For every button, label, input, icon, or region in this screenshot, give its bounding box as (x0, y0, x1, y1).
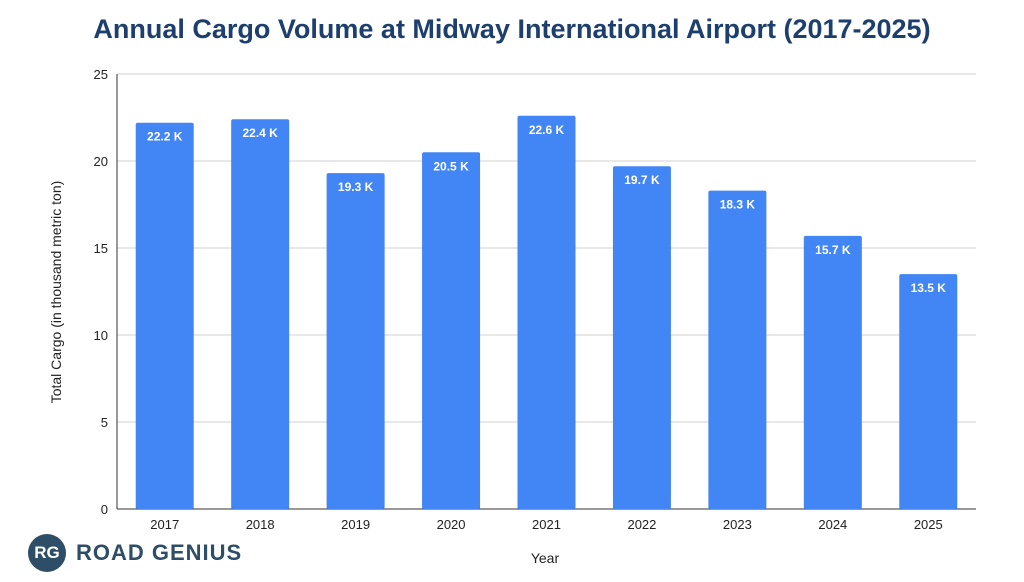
x-tick-label: 2019 (341, 517, 370, 532)
bar-2023 (708, 190, 767, 509)
y-axis-label: Total Cargo (in thousand metric ton) (48, 181, 64, 404)
data-label-2021: 22.6 K (529, 123, 565, 137)
road-genius-logo: RG ROAD GENIUS (28, 534, 258, 574)
bar-2024 (803, 235, 862, 509)
data-label-2025: 13.5 K (911, 281, 947, 295)
x-tick-labels: 2017 2018 2019 2020 2021 2022 2023 2024 2025 (150, 517, 942, 532)
bar-2021 (517, 115, 576, 509)
bar-2018 (231, 119, 290, 510)
data-label-2023: 18.3 K (720, 198, 756, 212)
data-label-2017: 22.2 K (147, 130, 183, 144)
y-tick-label: 0 (101, 502, 108, 517)
bar-2019 (326, 173, 385, 509)
x-tick-label: 2021 (532, 517, 561, 532)
bars (135, 115, 958, 510)
data-label-2022: 19.7 K (624, 173, 660, 187)
x-tick-label: 2017 (150, 517, 179, 532)
logo-wordmark: ROAD GENIUS (76, 540, 243, 565)
y-tick-label: 5 (101, 415, 108, 430)
bar-2017 (135, 122, 194, 509)
y-tick-label: 10 (94, 328, 108, 343)
chart-title: Annual Cargo Volume at Midway Internatio… (93, 14, 931, 44)
data-label-2018: 22.4 K (242, 126, 278, 140)
x-tick-label: 2022 (627, 517, 656, 532)
bar-2022 (612, 166, 671, 509)
data-label-2019: 19.3 K (338, 180, 374, 194)
x-tick-label: 2023 (723, 517, 752, 532)
data-label-2024: 15.7 K (815, 243, 851, 257)
y-tick-label: 15 (94, 241, 108, 256)
bar-2020 (422, 152, 481, 510)
logo-badge-icon: RG (28, 534, 66, 572)
x-tick-label: 2020 (437, 517, 466, 532)
data-label-2020: 20.5 K (433, 159, 469, 173)
y-tick-label: 25 (94, 67, 108, 82)
x-tick-label: 2024 (818, 517, 847, 532)
x-axis-label: Year (531, 550, 560, 566)
y-tick-label: 20 (94, 154, 108, 169)
y-tick-labels: 0 5 10 15 20 25 (94, 67, 108, 517)
bar-2025 (899, 274, 958, 509)
bar-data-labels: 22.2 K 22.4 K 19.3 K 20.5 K 22.6 K 19.7 K 18.3… (147, 123, 946, 295)
x-tick-label: 2025 (914, 517, 943, 532)
x-tick-label: 2018 (246, 517, 275, 532)
